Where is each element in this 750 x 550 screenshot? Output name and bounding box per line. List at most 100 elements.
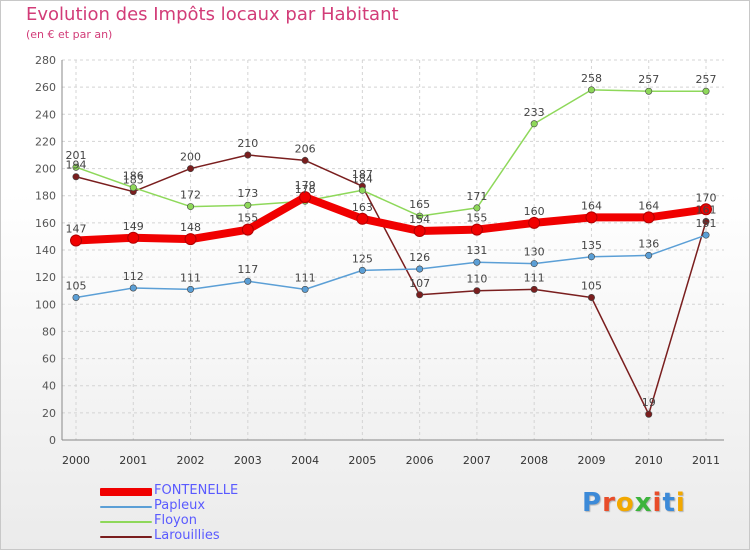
legend-swatch-fontenelle xyxy=(100,488,152,496)
legend-item-floyon: Floyon xyxy=(100,513,400,529)
data-point-floyon xyxy=(129,184,137,192)
legend-item-papleux: Papleux xyxy=(100,498,400,514)
chart-subtitle: (en € et par an) xyxy=(26,28,113,41)
y-tick-label: 280 xyxy=(35,54,56,67)
legend-swatch-larouillies xyxy=(100,536,152,538)
data-point-fontenelle xyxy=(585,211,598,224)
data-label-floyon: 257 xyxy=(696,73,717,86)
data-point-papleux xyxy=(358,266,366,274)
data-label-larouillies: 200 xyxy=(180,151,201,164)
legend-label-papleux: Papleux xyxy=(154,498,206,513)
x-tick-label: 2011 xyxy=(692,454,720,467)
legend-item-fontenelle: FONTENELLE xyxy=(100,483,400,499)
data-label-larouillies: 105 xyxy=(581,280,602,293)
data-point-fontenelle xyxy=(184,233,197,246)
logo-letter: P xyxy=(582,488,603,518)
data-point-fontenelle xyxy=(299,191,312,204)
data-point-floyon xyxy=(645,87,653,95)
logo-letter: t xyxy=(662,488,676,518)
data-point-papleux xyxy=(129,284,137,292)
data-label-larouillies: 206 xyxy=(295,142,316,155)
data-label-papleux: 130 xyxy=(524,246,545,259)
data-point-papleux xyxy=(416,265,424,273)
data-label-papleux: 151 xyxy=(696,217,717,230)
data-point-larouillies xyxy=(244,151,252,159)
series-layer xyxy=(70,86,712,418)
data-label-larouillies: 187 xyxy=(352,168,373,181)
data-point-floyon xyxy=(187,203,195,211)
data-point-floyon xyxy=(72,163,80,171)
data-label-larouillies: 111 xyxy=(524,271,545,284)
chart-title: Evolution des Impôts locaux par Habitant xyxy=(26,4,399,25)
data-point-larouillies xyxy=(187,165,195,173)
data-label-papleux: 135 xyxy=(581,239,602,252)
x-tick-label: 2010 xyxy=(635,454,663,467)
x-tick-label: 2003 xyxy=(234,454,262,467)
x-tick-label: 2000 xyxy=(62,454,90,467)
data-point-papleux xyxy=(473,258,481,266)
data-label-fontenelle: 179 xyxy=(295,179,316,192)
legend-label-larouillies: Larouillies xyxy=(154,528,220,543)
y-tick-label: 140 xyxy=(35,244,56,257)
y-tick-label: 40 xyxy=(42,380,56,393)
series-line-fontenelle xyxy=(72,193,710,245)
data-label-papleux: 125 xyxy=(352,252,373,265)
legend-label-floyon: Floyon xyxy=(154,513,197,528)
data-label-fontenelle: 148 xyxy=(180,221,201,234)
data-point-fontenelle xyxy=(413,225,426,237)
y-tick-label: 160 xyxy=(35,217,56,230)
data-point-papleux xyxy=(244,277,252,285)
data-point-papleux xyxy=(587,253,595,261)
data-point-papleux xyxy=(702,231,710,239)
data-label-fontenelle: 154 xyxy=(409,213,430,226)
data-point-larouillies xyxy=(587,293,595,301)
data-point-floyon xyxy=(416,212,424,220)
data-label-larouillies: 210 xyxy=(237,137,258,150)
data-label-fontenelle: 155 xyxy=(466,212,487,225)
data-label-fontenelle: 170 xyxy=(696,191,717,204)
data-point-floyon xyxy=(530,120,538,128)
data-label-floyon: 186 xyxy=(123,170,144,183)
data-label-fontenelle: 155 xyxy=(237,212,258,225)
x-tick-label: 2005 xyxy=(348,454,376,467)
data-point-floyon xyxy=(702,87,710,95)
y-tick-label: 240 xyxy=(35,108,56,121)
logo-letter: i xyxy=(652,488,663,518)
y-tick-label: 60 xyxy=(42,353,56,366)
x-tick-label: 2006 xyxy=(406,454,434,467)
y-tick-label: 200 xyxy=(35,163,56,176)
data-label-floyon: 257 xyxy=(638,73,659,86)
x-tick-label: 2002 xyxy=(177,454,205,467)
logo-letter: i xyxy=(675,488,686,518)
data-point-fontenelle xyxy=(470,223,483,236)
data-label-fontenelle: 163 xyxy=(352,201,373,214)
data-label-floyon: 233 xyxy=(524,106,545,119)
data-point-fontenelle xyxy=(700,203,712,216)
data-label-floyon: 201 xyxy=(66,149,87,162)
legend-swatch-floyon xyxy=(100,521,152,523)
data-point-larouillies xyxy=(301,156,309,164)
data-label-papleux: 131 xyxy=(466,244,487,257)
x-tick-label: 2009 xyxy=(577,454,605,467)
legend-label-fontenelle: FONTENELLE xyxy=(154,483,239,498)
legend-swatch-papleux xyxy=(100,506,152,508)
data-label-fontenelle: 164 xyxy=(581,199,602,212)
x-tick-label: 2001 xyxy=(119,454,147,467)
y-tick-label: 260 xyxy=(35,81,56,94)
data-point-fontenelle xyxy=(356,212,369,225)
data-point-papleux xyxy=(645,251,653,259)
series-line-floyon xyxy=(75,89,707,217)
data-label-floyon: 184 xyxy=(352,172,373,185)
data-label-larouillies: 107 xyxy=(409,277,430,290)
data-label-papleux: 105 xyxy=(66,280,87,293)
x-tick-label: 2007 xyxy=(463,454,491,467)
data-label-floyon: 258 xyxy=(581,72,602,85)
data-label-papleux: 126 xyxy=(409,251,430,264)
data-label-larouillies: 161 xyxy=(696,204,717,217)
data-label-floyon: 173 xyxy=(237,187,258,200)
data-point-fontenelle xyxy=(642,211,655,224)
data-point-floyon xyxy=(587,86,595,94)
y-tick-label: 180 xyxy=(35,190,56,203)
data-label-floyon: 176 xyxy=(295,183,316,196)
